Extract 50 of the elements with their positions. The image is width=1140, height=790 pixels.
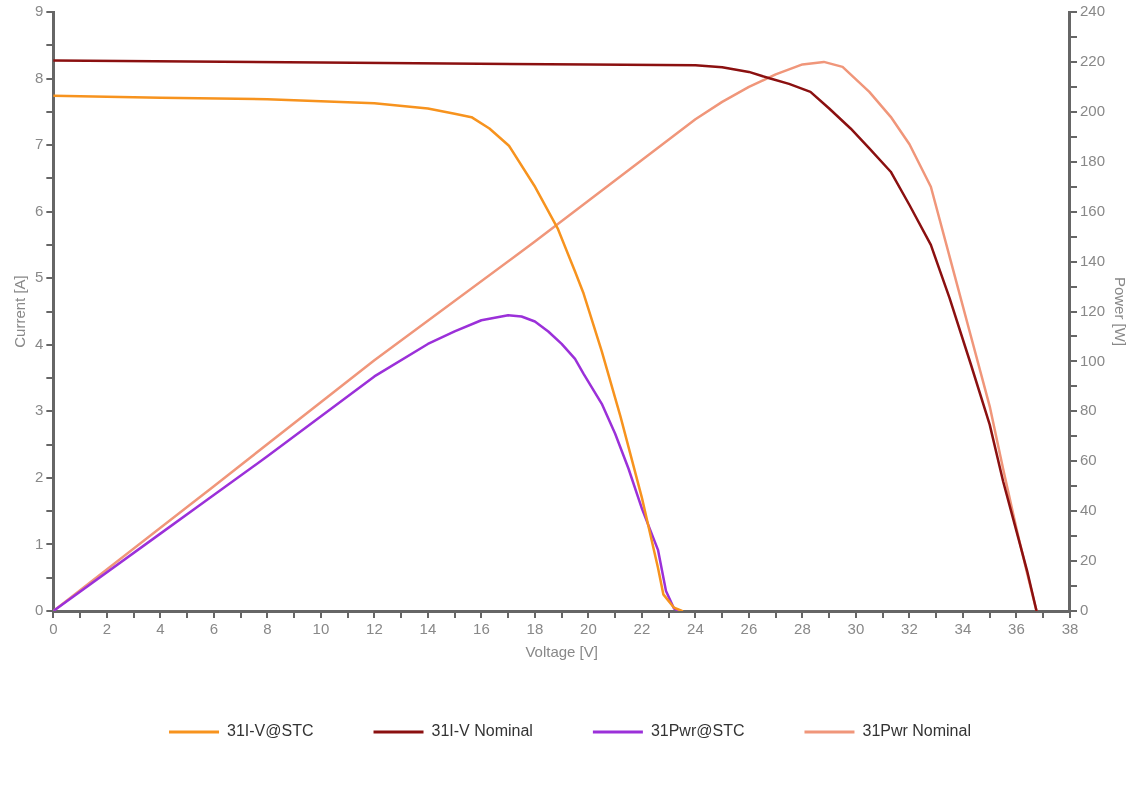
y-tick-label: 2 (35, 468, 44, 486)
y2-tick-label: 40 (1079, 501, 1097, 519)
y2-tick-label: 220 (1079, 52, 1105, 70)
y2-tick-label: 80 (1079, 401, 1097, 419)
x-tick-label: 10 (312, 620, 330, 638)
y-tick-label: 8 (35, 68, 44, 86)
y2-tick-label: 120 (1079, 301, 1105, 319)
x-tick-label: 22 (633, 620, 651, 638)
y2-tick-label: 20 (1079, 551, 1097, 569)
x-tick-label: 24 (687, 620, 704, 638)
x-tick-label: 16 (473, 620, 490, 638)
y-tick-label: 7 (35, 135, 44, 153)
y2-tick-label: 140 (1079, 251, 1105, 269)
x-tick-label: 26 (740, 620, 758, 638)
x-tick-label: 14 (419, 620, 437, 638)
y-tick-label: 3 (35, 401, 44, 419)
x-tick-label: 18 (526, 620, 544, 638)
legend-label: 31I-V@STC (227, 722, 314, 740)
y-tick-label: 9 (35, 2, 44, 20)
y2-tick-label: 160 (1079, 201, 1105, 219)
x-tick-label: 0 (49, 620, 58, 638)
x-tick-label: 30 (847, 620, 865, 638)
x-tick-label: 6 (209, 620, 219, 638)
y2-tick-label: 60 (1079, 451, 1097, 469)
x-tick-label: 38 (1061, 620, 1079, 638)
x-axis-title: Voltage [V] (525, 643, 598, 661)
y2-tick-label: 240 (1079, 2, 1105, 20)
legend-label: 31Pwr Nominal (862, 722, 971, 740)
x-tick-label: 32 (901, 620, 918, 638)
x-tick-label: 2 (102, 620, 112, 638)
x-tick-label: 34 (954, 620, 972, 638)
y-tick-label: 1 (35, 534, 44, 552)
x-tick-label: 28 (794, 620, 811, 638)
x-tick-label: 20 (580, 620, 597, 638)
y2-tick-label: 180 (1079, 151, 1105, 169)
y2-axis-title: Power [W] (1111, 276, 1129, 347)
y-tick-label: 4 (35, 334, 44, 352)
y-axis-title: Current [A] (11, 275, 29, 348)
y-tick-label: 5 (35, 268, 44, 286)
legend-label: 31Pwr@STC (650, 722, 745, 740)
legend-label: 31I-V Nominal (431, 722, 533, 740)
x-tick-label: 4 (156, 620, 165, 638)
x-tick-label: 8 (263, 620, 272, 638)
x-tick-label: 12 (366, 620, 383, 638)
y2-tick-label: 100 (1079, 351, 1105, 369)
x-tick-label: 36 (1008, 620, 1025, 638)
y-tick-label: 0 (35, 601, 44, 619)
y2-tick-label: 0 (1079, 601, 1089, 619)
y-tick-label: 6 (35, 201, 44, 219)
y2-tick-label: 200 (1079, 101, 1105, 119)
